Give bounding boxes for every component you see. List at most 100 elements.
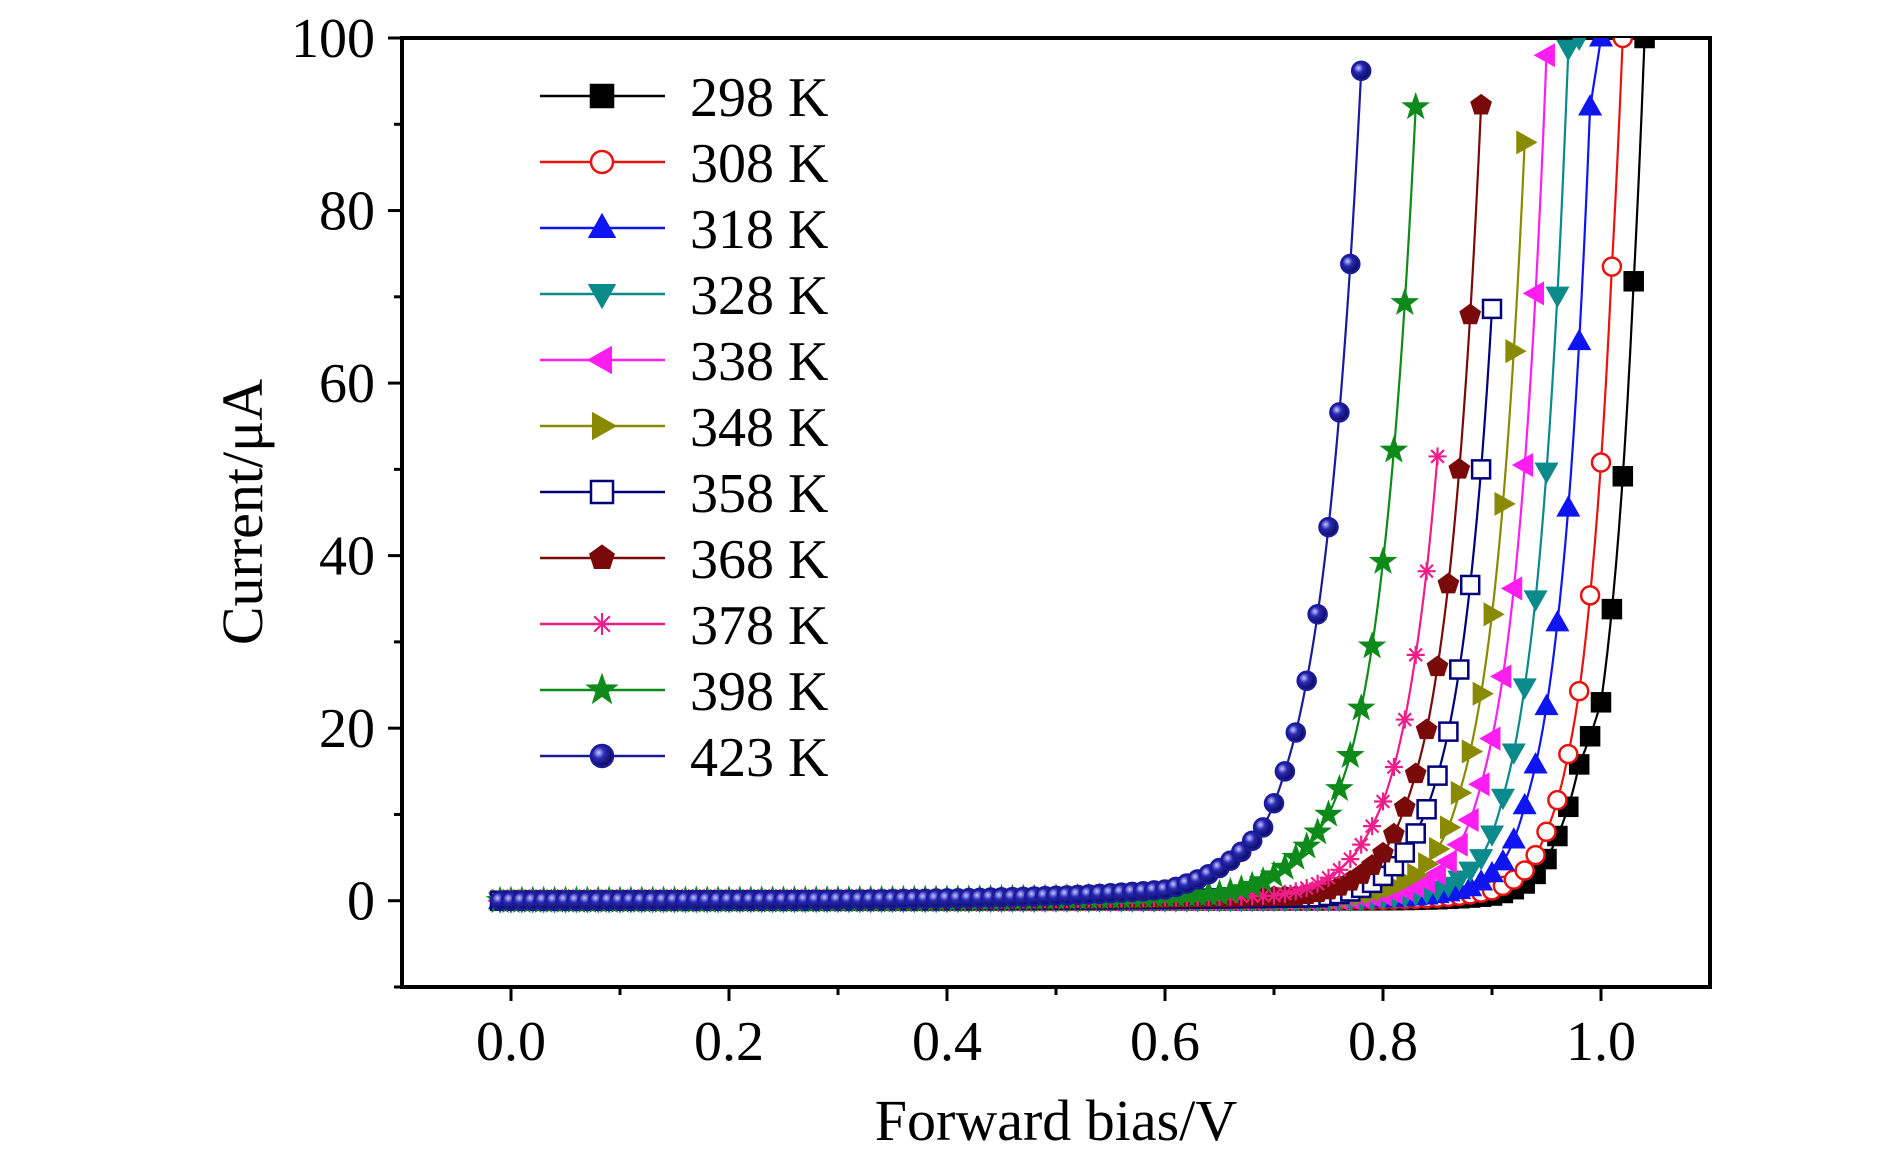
- data-point: [1407, 862, 1429, 887]
- data-point: [1449, 659, 1470, 680]
- data-point: [1426, 655, 1449, 677]
- y-tick-label: 40: [319, 526, 375, 588]
- data-point: [1634, 38, 1655, 49]
- legend-marker: [589, 544, 615, 570]
- data-point: [1601, 256, 1623, 277]
- data-point: [1285, 722, 1307, 743]
- data-point: [1357, 631, 1387, 659]
- data-point: [1307, 604, 1328, 625]
- data-point: [1447, 870, 1472, 892]
- data-point: [1501, 743, 1526, 765]
- x-tick-labels: 0.0 0.2 0.4 0.6 0.8 1.0: [476, 1011, 1636, 1073]
- data-point: [1612, 38, 1634, 49]
- data-point: [1374, 792, 1392, 811]
- series-layer: [485, 38, 1655, 914]
- data-point: [1623, 271, 1644, 292]
- data-point: [1588, 38, 1614, 47]
- data-point: [1522, 281, 1545, 306]
- data-point: [1429, 836, 1451, 861]
- y-tick-labels: 0 20 40 60 80 100: [291, 8, 375, 933]
- data-point: [1481, 298, 1503, 320]
- data-point: [1590, 692, 1612, 713]
- series-358-k: [489, 298, 1503, 911]
- legend-item: 398 K: [540, 661, 828, 723]
- data-point: [1514, 860, 1535, 881]
- legend-item: 368 K: [540, 529, 828, 591]
- data-point: [1379, 435, 1409, 463]
- data-point: [1384, 758, 1403, 777]
- data-point: [1274, 761, 1296, 782]
- data-point: [1612, 466, 1634, 487]
- legend-label: 318 K: [690, 199, 828, 261]
- data-point: [1372, 841, 1394, 863]
- legend-item: 308 K: [540, 133, 828, 195]
- data-point: [1448, 457, 1471, 479]
- data-point: [1415, 718, 1438, 740]
- data-point: [1450, 780, 1473, 805]
- x-tick-label: 0.6: [1130, 1011, 1200, 1073]
- axis-ticks: [388, 36, 1603, 1001]
- data-point: [1505, 339, 1527, 364]
- x-tick-label: 0.8: [1348, 1011, 1418, 1073]
- data-point: [1296, 670, 1317, 691]
- data-point: [1567, 328, 1592, 351]
- series-line: [500, 308, 1494, 902]
- data-point: [1512, 792, 1537, 815]
- series-line: [500, 106, 1417, 902]
- data-point: [1325, 773, 1354, 802]
- data-point: [1500, 576, 1523, 601]
- legend-marker: [591, 411, 618, 441]
- data-point: [1523, 590, 1548, 612]
- legend-marker: [589, 743, 615, 769]
- x-tick-label: 1.0: [1566, 1011, 1636, 1073]
- series-423-k: [489, 60, 1372, 911]
- x-tick-label: 0.4: [912, 1011, 982, 1073]
- data-point: [1494, 491, 1516, 516]
- data-point: [1457, 807, 1479, 832]
- data-point: [1579, 726, 1601, 747]
- data-point: [1511, 453, 1534, 478]
- data-point: [1418, 852, 1440, 877]
- data-point: [1341, 850, 1360, 869]
- legend-item: 318 K: [540, 199, 828, 261]
- data-point: [1533, 43, 1555, 68]
- legend-marker: [587, 283, 617, 310]
- series-348-k: [491, 130, 1538, 913]
- data-point: [1383, 822, 1405, 844]
- data-point: [1470, 459, 1492, 480]
- data-point: [1394, 842, 1416, 863]
- legend-label: 358 K: [690, 463, 828, 525]
- data-point: [1547, 789, 1568, 811]
- data-point: [1490, 664, 1512, 689]
- data-point: [1439, 815, 1462, 840]
- data-point: [1459, 574, 1481, 596]
- data-point: [1318, 516, 1339, 538]
- legend-label: 423 K: [690, 727, 828, 789]
- data-point: [1424, 861, 1446, 886]
- legend-label: 368 K: [690, 529, 828, 591]
- x-axis-title: Forward bias/V: [875, 1088, 1238, 1153]
- data-point: [1590, 452, 1612, 473]
- legend-label: 338 K: [690, 331, 828, 393]
- data-point: [1558, 743, 1579, 765]
- data-point: [1350, 60, 1372, 82]
- data-point: [1525, 844, 1546, 866]
- data-point: [1335, 740, 1365, 768]
- legend-label: 348 K: [690, 397, 828, 459]
- data-point: [1275, 884, 1294, 903]
- y-axis-title: Current/μA: [210, 379, 275, 645]
- data-point: [1479, 860, 1505, 883]
- data-point: [1437, 572, 1460, 594]
- legend-item: 298 K: [540, 67, 828, 129]
- data-point: [1534, 693, 1559, 716]
- data-point: [1470, 93, 1492, 115]
- data-point: [1516, 130, 1538, 155]
- data-point: [1417, 562, 1436, 581]
- x-tick-label: 0.0: [476, 1011, 546, 1073]
- legend-label: 398 K: [690, 661, 828, 723]
- data-point: [1545, 610, 1570, 632]
- legend-marker: [587, 212, 617, 239]
- legend-marker: [585, 672, 619, 705]
- data-point: [1490, 788, 1515, 811]
- data-point: [1523, 752, 1548, 774]
